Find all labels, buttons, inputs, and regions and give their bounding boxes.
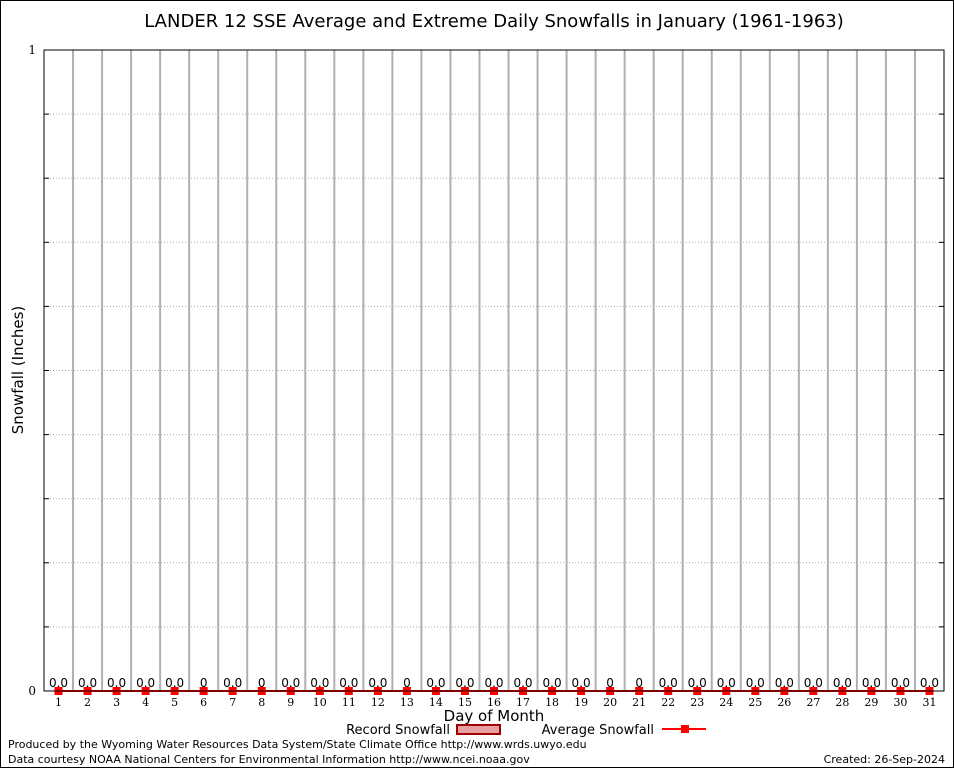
legend-label-average: Average Snowfall xyxy=(542,723,654,738)
x-tick-label: 26 xyxy=(777,696,791,709)
record-data-label: 0 xyxy=(403,676,411,690)
legend-label-record: Record Snowfall xyxy=(346,723,450,738)
x-tick-label: 11 xyxy=(342,696,356,709)
record-data-label: 0.0 xyxy=(804,676,823,690)
x-tick-label: 12 xyxy=(371,696,385,709)
x-tick-label: 10 xyxy=(313,696,327,709)
record-data-label: 0.0 xyxy=(920,676,939,690)
x-tick-label: 30 xyxy=(893,696,907,709)
record-data-label: 0.0 xyxy=(513,676,532,690)
record-data-label: 0.0 xyxy=(833,676,852,690)
record-data-label: 0 xyxy=(635,676,643,690)
x-tick-label: 24 xyxy=(719,696,733,709)
record-data-label: 0.0 xyxy=(572,676,591,690)
record-data-label: 0.0 xyxy=(107,676,126,690)
y-tick-label: 1 xyxy=(28,43,36,57)
footer-data-courtesy: Data courtesy NOAA National Centers for … xyxy=(8,753,530,766)
chart-title: LANDER 12 SSE Average and Extreme Daily … xyxy=(144,11,844,32)
x-tick-label: 28 xyxy=(835,696,849,709)
record-data-label: 0.0 xyxy=(426,676,445,690)
record-data-label: 0.0 xyxy=(281,676,300,690)
record-data-label: 0.0 xyxy=(455,676,474,690)
x-tick-label: 17 xyxy=(516,696,530,709)
x-tick-label: 16 xyxy=(487,696,501,709)
record-data-label: 0.0 xyxy=(659,676,678,690)
x-tick-label: 15 xyxy=(458,696,472,709)
x-tick-label: 6 xyxy=(200,696,207,709)
record-data-label: 0.0 xyxy=(775,676,794,690)
x-tick-label: 13 xyxy=(400,696,414,709)
x-tick-label: 8 xyxy=(258,696,265,709)
x-tick-label: 31 xyxy=(922,696,936,709)
record-data-label: 0 xyxy=(606,676,614,690)
x-tick-label: 14 xyxy=(429,696,443,709)
record-data-label: 0.0 xyxy=(891,676,910,690)
x-tick-label: 27 xyxy=(806,696,820,709)
record-data-label: 0.0 xyxy=(49,676,68,690)
x-tick-label: 25 xyxy=(748,696,762,709)
x-tick-label: 19 xyxy=(574,696,588,709)
x-tick-label: 4 xyxy=(142,696,149,709)
record-data-label: 0.0 xyxy=(136,676,155,690)
y-tick-label: 0 xyxy=(28,684,36,698)
x-tick-label: 2 xyxy=(84,696,91,709)
record-data-label: 0.0 xyxy=(165,676,184,690)
record-data-label: 0.0 xyxy=(339,676,358,690)
record-data-label: 0.0 xyxy=(368,676,387,690)
record-data-label: 0.0 xyxy=(78,676,97,690)
y-axis-label: Snowfall (Inches) xyxy=(9,306,27,434)
record-data-label: 0.0 xyxy=(688,676,707,690)
x-tick-label: 18 xyxy=(545,696,559,709)
legend-marker-average xyxy=(681,725,689,733)
x-tick-label: 23 xyxy=(690,696,704,709)
x-tick-label: 1 xyxy=(55,696,62,709)
x-tick-label: 21 xyxy=(632,696,646,709)
x-tick-label: 3 xyxy=(113,696,120,709)
x-tick-label: 20 xyxy=(603,696,617,709)
record-data-label: 0.0 xyxy=(223,676,242,690)
record-data-label: 0.0 xyxy=(717,676,736,690)
x-tick-label: 29 xyxy=(864,696,878,709)
x-tick-label: 5 xyxy=(171,696,178,709)
record-data-label: 0.0 xyxy=(746,676,765,690)
record-data-label: 0 xyxy=(258,676,266,690)
footer-created: Created: 26-Sep-2024 xyxy=(824,753,945,766)
x-tick-label: 7 xyxy=(229,696,236,709)
record-data-label: 0.0 xyxy=(862,676,881,690)
x-axis-label: Day of Month xyxy=(444,707,545,725)
x-tick-label: 9 xyxy=(287,696,294,709)
legend: Record Snowfall Average Snowfall xyxy=(346,723,706,738)
footer-produced-by: Produced by the Wyoming Water Resources … xyxy=(8,738,587,751)
record-data-label: 0.0 xyxy=(484,676,503,690)
record-data-label: 0.0 xyxy=(543,676,562,690)
record-data-label: 0.0 xyxy=(310,676,329,690)
plot-border xyxy=(43,49,945,692)
x-tick-label: 22 xyxy=(661,696,675,709)
record-data-label: 0 xyxy=(200,676,208,690)
legend-swatch-record xyxy=(456,724,501,735)
